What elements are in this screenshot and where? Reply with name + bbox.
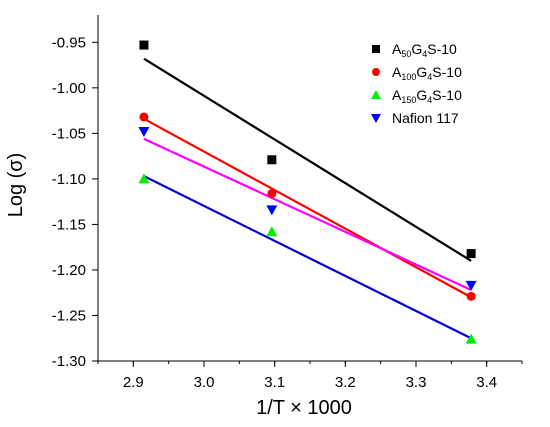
y-tick-label: -1.25 <box>52 307 86 324</box>
data-markers <box>138 40 477 344</box>
data-point <box>372 45 380 53</box>
y-tick-label: -1.20 <box>52 262 86 279</box>
x-tick-label: 3.4 <box>476 374 497 391</box>
fit-lines <box>143 57 472 340</box>
y-axis-title: Log (σ) <box>5 153 27 218</box>
data-point <box>139 40 149 50</box>
data-point <box>371 90 381 99</box>
x-axis-title: 1/T × 1000 <box>256 397 352 419</box>
data-point <box>372 68 380 76</box>
series-fit-line <box>143 175 472 340</box>
series-fit-line <box>143 57 472 262</box>
x-tick-label: 3.1 <box>264 374 285 391</box>
data-point <box>266 226 278 237</box>
x-tick-label: 2.9 <box>123 374 144 391</box>
y-tick-label: -0.95 <box>52 34 86 51</box>
y-tick-label: -1.00 <box>52 80 86 97</box>
data-point <box>267 155 277 165</box>
x-tick-label: 3.0 <box>194 374 215 391</box>
data-point <box>371 114 381 123</box>
legend-label: A150G4S-10 <box>392 87 462 105</box>
data-point <box>138 127 150 138</box>
data-point <box>267 188 277 198</box>
legend-label: A50G4S-10 <box>392 41 457 59</box>
axes: 2.9 3.0 3.1 3.2 3.3 3.4 -1.30 -1.25 -1.20 -1.15 -1… <box>52 15 523 391</box>
series-fit-line <box>143 137 472 291</box>
data-point <box>266 205 278 216</box>
legend: A50G4S-10 A100G4S-10 A150G4S-10 Nafion 117 <box>371 41 462 126</box>
x-tick-label: 3.3 <box>406 374 427 391</box>
legend-label: A100G4S-10 <box>392 64 462 82</box>
legend-label: Nafion 117 <box>392 110 459 126</box>
data-point <box>138 173 150 184</box>
data-point <box>466 291 476 301</box>
series-fit-line <box>143 117 472 299</box>
data-point <box>466 249 476 259</box>
data-point <box>139 112 149 122</box>
y-tick-label: -1.15 <box>52 216 86 233</box>
data-point <box>465 280 477 291</box>
y-tick-label: -1.10 <box>52 171 86 188</box>
data-point <box>465 333 477 344</box>
y-tick-label: -1.05 <box>52 125 86 142</box>
x-tick-label: 3.2 <box>335 374 356 391</box>
y-tick-label: -1.30 <box>52 353 86 370</box>
